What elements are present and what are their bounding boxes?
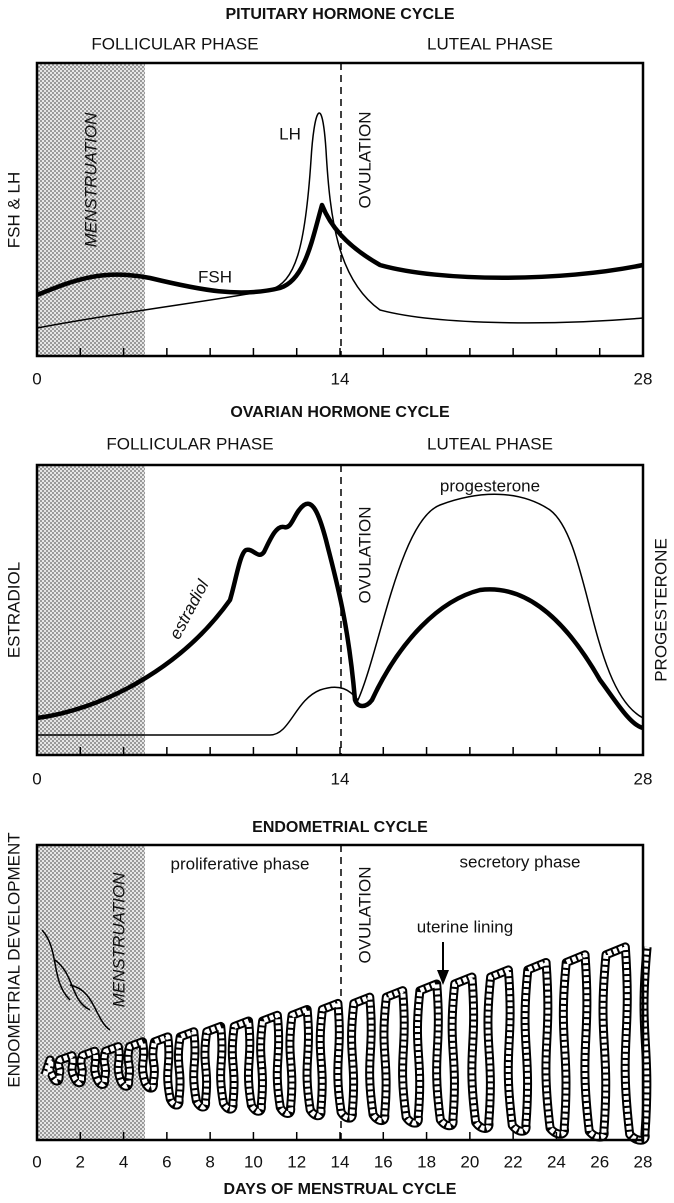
x-tick-label: 24 <box>547 1152 566 1171</box>
x-tick-label: 18 <box>417 1152 436 1171</box>
x-tick-label: 14 <box>331 769 350 788</box>
panel-title: OVARIAN HORMONE CYCLE <box>230 404 450 421</box>
x-tick-label: 26 <box>590 1152 609 1171</box>
x-tick-label: 2 <box>76 1152 85 1171</box>
x-tick-label: 0 <box>32 369 41 388</box>
phase-label: proliferative phase <box>171 854 310 873</box>
curve-label: progesterone <box>440 476 540 495</box>
x-tick-label: 4 <box>119 1152 128 1171</box>
x-tick-label: 28 <box>634 1152 653 1171</box>
x-tick-label: 28 <box>634 369 653 388</box>
panel-title: ENDOMETRIAL CYCLE <box>252 819 428 836</box>
x-tick-label: 14 <box>331 1152 350 1171</box>
y-label: FSH & LH <box>4 172 23 249</box>
x-tick-label: 10 <box>244 1152 263 1171</box>
panel-title: PITUITARY HORMONE CYCLE <box>225 6 454 23</box>
x-label: DAYS OF MENSTRUAL CYCLE <box>224 1181 457 1198</box>
curve-label: LH <box>279 124 301 143</box>
curve-label: FSH <box>198 267 232 286</box>
y-label: ESTRADIOL <box>4 562 23 658</box>
ovulation-label: OVULATION <box>355 867 374 964</box>
ovulation-label: OVULATION <box>355 112 374 209</box>
phase-label: LUTEAL PHASE <box>427 34 553 53</box>
x-tick-label: 0 <box>32 1152 41 1171</box>
phase-label: FOLLICULAR PHASE <box>106 434 273 453</box>
y-label: ENDOMETRIAL DEVELOPMENT <box>4 832 23 1087</box>
menstruation-label: MENSTRUATION <box>109 872 128 1007</box>
menstruation-label: MENSTRUATION <box>81 112 100 247</box>
x-tick-label: 0 <box>32 769 41 788</box>
diagram: PITUITARY HORMONE CYCLE FOLLICULAR PHASE… <box>0 0 674 1203</box>
x-tick-label: 22 <box>504 1152 523 1171</box>
phase-label: FOLLICULAR PHASE <box>91 34 258 53</box>
x-tick-label: 14 <box>331 369 350 388</box>
menstruation-shade <box>37 465 145 755</box>
y2-label: PROGESTERONE <box>651 538 670 682</box>
menstruation-shade <box>37 845 145 1140</box>
x-tick-label: 16 <box>374 1152 393 1171</box>
phase-label: secretory phase <box>460 852 581 871</box>
x-tick-label: 12 <box>287 1152 306 1171</box>
phase-label: LUTEAL PHASE <box>427 434 553 453</box>
x-tick-label: 8 <box>205 1152 214 1171</box>
annotation: uterine lining <box>417 917 513 936</box>
x-tick-label: 20 <box>460 1152 479 1171</box>
ovulation-label: OVULATION <box>355 507 374 604</box>
x-tick-label: 28 <box>634 769 653 788</box>
x-tick-label: 6 <box>162 1152 171 1171</box>
